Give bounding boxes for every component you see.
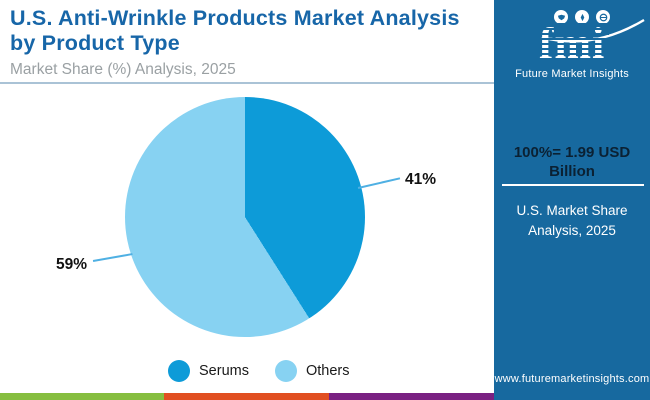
footer-stripe-purple (329, 393, 494, 400)
brand-sidebar: fmi Future Market Insights 100%= 1.99 US… (494, 0, 650, 400)
legend-item-others: Others (274, 360, 350, 382)
slice-callout-serums: 41% (405, 171, 437, 188)
legend-label-serums: Serums (199, 363, 249, 379)
market-size-stat: 100%= 1.99 USD Billion (513, 144, 631, 180)
header: U.S. Anti-Wrinkle Products Market Analys… (10, 6, 488, 79)
website-url: www.futuremarketinsights.com (494, 373, 650, 385)
leader-line-serums (357, 177, 401, 189)
stat-divider (502, 184, 644, 186)
legend-item-serums: Serums (168, 360, 249, 382)
page-subtitle: Market Share (%) Analysis, 2025 (10, 60, 236, 78)
leader-line-others (92, 253, 133, 262)
page-title: U.S. Anti-Wrinkle Products Market Analys… (10, 6, 460, 56)
slice-callout-others: 59% (56, 256, 88, 273)
header-divider (0, 82, 494, 84)
pie-chart (125, 97, 365, 337)
legend-swatch-others (274, 360, 297, 382)
footer-stripe-orange (164, 393, 329, 400)
legend-swatch-serums (168, 360, 190, 382)
fmi-logo: fmi Future Market Insights (494, 8, 650, 80)
footer-stripe-green (0, 393, 164, 400)
sidebar-note: U.S. Market Share Analysis, 2025 (516, 203, 628, 238)
logo-caption: Future Market Insights (515, 68, 629, 80)
legend: Serums Others (168, 360, 349, 382)
logo-word-wrap: fmi (534, 20, 610, 68)
legend-label-others: Others (305, 363, 350, 379)
logo-stripe-overlay (534, 20, 610, 68)
